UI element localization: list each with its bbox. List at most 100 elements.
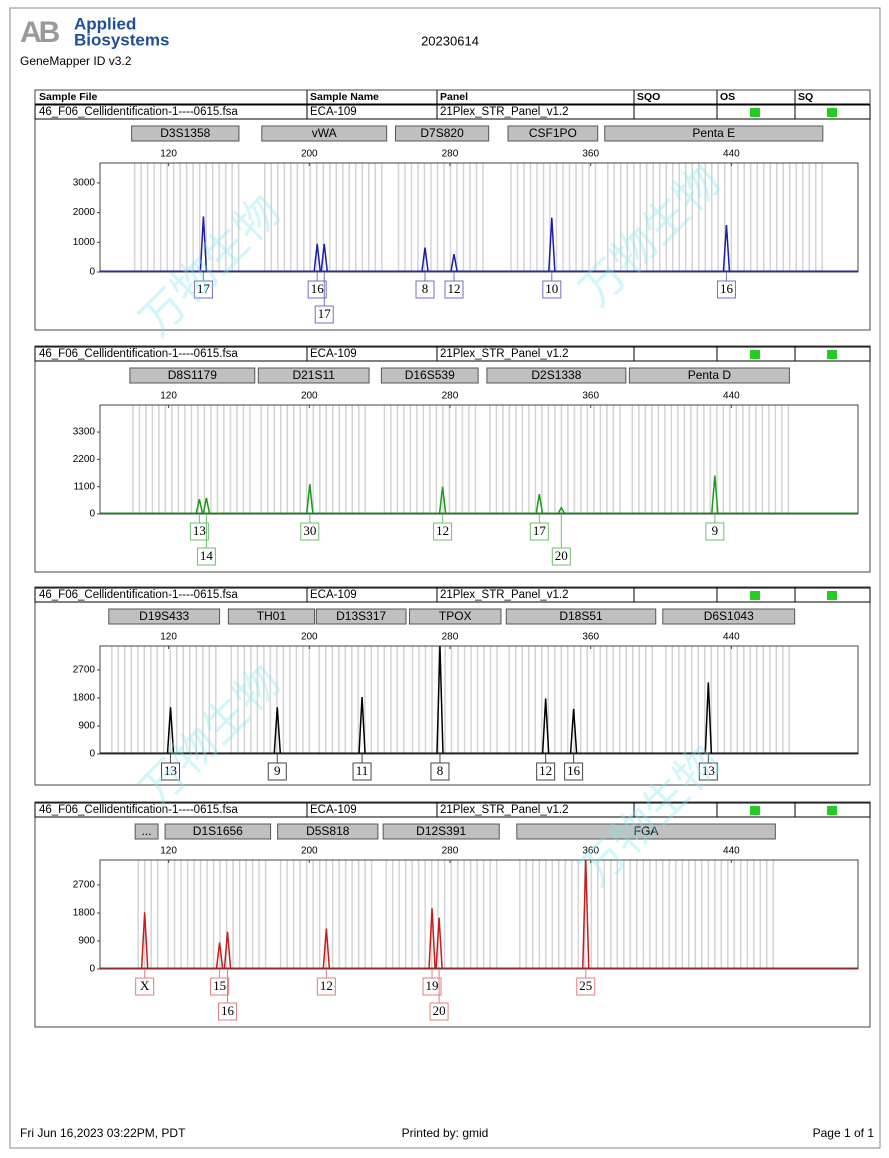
peak xyxy=(722,225,731,272)
sq-flag xyxy=(827,806,837,815)
y-tick-label: 1800 xyxy=(73,693,96,704)
x-tick-label: 280 xyxy=(442,846,459,857)
locus-box xyxy=(394,125,490,142)
locus-box xyxy=(516,823,776,840)
plot-area xyxy=(99,404,859,515)
peak xyxy=(320,243,328,272)
allele-box xyxy=(415,280,435,299)
panel-box xyxy=(34,89,871,331)
allele-box xyxy=(307,280,327,299)
peak xyxy=(358,697,366,754)
os-flag xyxy=(750,350,760,359)
sample-file: 46_F06_Cellidentification-1----0615.fsa xyxy=(39,804,238,816)
locus-name: D21S11 xyxy=(292,368,335,382)
allele-label: 30 xyxy=(303,523,316,538)
allele-box xyxy=(300,522,320,541)
sample-name: ECA-109 xyxy=(310,589,357,601)
locus-box xyxy=(382,823,500,840)
peak xyxy=(438,486,447,514)
peak xyxy=(428,908,436,969)
locus-name: vWA xyxy=(312,126,337,140)
x-tick-label: 120 xyxy=(160,149,177,160)
peak xyxy=(548,217,556,272)
locus-box xyxy=(131,125,240,142)
panel-box xyxy=(34,801,871,1028)
locus-box xyxy=(261,125,388,142)
peak xyxy=(711,475,719,514)
x-tick-label: 440 xyxy=(723,632,740,643)
y-tick-label: 3000 xyxy=(73,178,96,189)
locus-name: D16S539 xyxy=(405,368,455,382)
printed-by: Printed by: gmid xyxy=(402,1126,489,1140)
peak xyxy=(435,917,443,969)
peak xyxy=(582,859,590,969)
page-number: Page 1 of 1 xyxy=(813,1126,875,1140)
peak xyxy=(313,243,321,272)
allele-label: 12 xyxy=(320,978,333,993)
y-tick-label: 0 xyxy=(89,509,95,520)
allele-box xyxy=(430,762,450,781)
allele-label: 16 xyxy=(221,1003,235,1018)
locus-name: TPOX xyxy=(439,609,472,623)
allele-label: 16 xyxy=(720,281,734,296)
allele-box xyxy=(529,522,549,541)
locus-box xyxy=(315,608,407,625)
allele-label: 8 xyxy=(437,763,444,778)
allele-box xyxy=(422,977,442,996)
allele-label: 20 xyxy=(433,1003,446,1018)
locus-name: Penta D xyxy=(688,368,732,382)
peak xyxy=(140,912,149,969)
allele-label: 14 xyxy=(200,548,214,563)
os-flag xyxy=(750,591,760,600)
software: GeneMapper ID v3.2 xyxy=(20,54,132,68)
allele-label: 16 xyxy=(311,281,325,296)
locus-box xyxy=(380,367,479,384)
allele-box xyxy=(196,547,216,566)
locus-box xyxy=(662,608,796,625)
peak xyxy=(215,942,224,969)
sq-flag xyxy=(827,350,837,359)
locus-box xyxy=(409,608,502,625)
locus-name: D3S1358 xyxy=(160,126,210,140)
sample-row xyxy=(34,587,871,603)
x-tick-label: 440 xyxy=(723,149,740,160)
x-tick-label: 120 xyxy=(160,846,177,857)
allele-box xyxy=(698,762,718,781)
locus-name: D5S818 xyxy=(306,824,350,838)
peak xyxy=(569,708,578,754)
plot-area xyxy=(99,645,859,755)
sample-panel: 21Plex_STR_Panel_v1.2 xyxy=(440,106,569,118)
locus-name: D19S433 xyxy=(139,609,189,623)
peak xyxy=(195,498,204,514)
x-tick-label: 200 xyxy=(301,149,318,160)
y-tick-label: 2200 xyxy=(73,454,96,465)
sample-file: 46_F06_Cellidentification-1----0615.fsa xyxy=(39,589,238,601)
locus-box xyxy=(277,823,379,840)
locus-box xyxy=(227,608,316,625)
y-tick-label: 900 xyxy=(78,721,95,732)
os-flag xyxy=(750,806,760,815)
sample-panel: 21Plex_STR_Panel_v1.2 xyxy=(440,348,569,360)
locus-name: D7S820 xyxy=(420,126,464,140)
watermark: 万物生物 xyxy=(130,656,291,817)
allele-label: 16 xyxy=(567,763,581,778)
allele-label: 19 xyxy=(426,978,439,993)
allele-box xyxy=(161,762,181,781)
watermark: 万物生物 xyxy=(570,156,731,317)
x-tick-label: 440 xyxy=(723,846,740,857)
locus-name: ... xyxy=(142,824,152,838)
column-header: Sample Name xyxy=(310,91,379,103)
peak xyxy=(199,216,208,272)
column-header: Sample File xyxy=(39,91,98,103)
plot-area xyxy=(99,859,859,970)
locus-name: D12S391 xyxy=(416,824,466,838)
allele-box xyxy=(210,977,230,996)
y-tick-label: 0 xyxy=(89,964,95,975)
allele-label: 17 xyxy=(197,281,211,296)
peak xyxy=(704,682,713,754)
column-header: SQ xyxy=(798,91,813,103)
x-tick-label: 200 xyxy=(301,846,318,857)
x-tick-label: 360 xyxy=(582,846,599,857)
x-tick-label: 280 xyxy=(442,391,459,402)
